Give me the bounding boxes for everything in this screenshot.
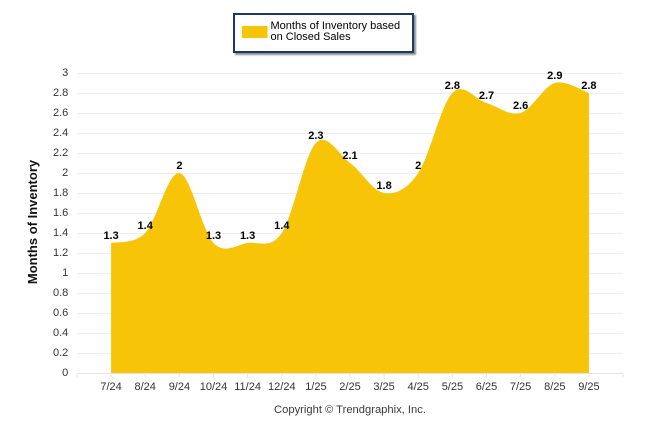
- svg-text:0.6: 0.6: [53, 307, 68, 319]
- svg-text:2.6: 2.6: [513, 100, 528, 112]
- svg-text:1.2: 1.2: [53, 247, 68, 259]
- svg-text:2.2: 2.2: [53, 147, 68, 159]
- svg-text:Copyright © Trendgraphix, Inc.: Copyright © Trendgraphix, Inc.: [274, 404, 426, 416]
- svg-text:1.4: 1.4: [53, 227, 68, 239]
- svg-text:2.6: 2.6: [53, 107, 68, 119]
- svg-text:2: 2: [176, 160, 182, 172]
- svg-text:1/25: 1/25: [305, 381, 326, 393]
- svg-text:1.8: 1.8: [376, 180, 391, 192]
- svg-text:8/25: 8/25: [544, 381, 565, 393]
- svg-text:2.9: 2.9: [547, 70, 562, 82]
- svg-text:10/24: 10/24: [200, 381, 228, 393]
- svg-text:1: 1: [62, 267, 68, 279]
- svg-text:0.4: 0.4: [53, 327, 68, 339]
- svg-text:2.8: 2.8: [445, 80, 460, 92]
- svg-text:3: 3: [62, 67, 68, 79]
- svg-text:2/25: 2/25: [339, 381, 360, 393]
- svg-text:7/24: 7/24: [100, 381, 121, 393]
- svg-text:2.8: 2.8: [581, 80, 596, 92]
- svg-text:0.8: 0.8: [53, 287, 68, 299]
- svg-text:2.1: 2.1: [342, 150, 357, 162]
- svg-text:2.3: 2.3: [308, 130, 323, 142]
- svg-text:12/24: 12/24: [268, 381, 296, 393]
- svg-text:2: 2: [415, 160, 421, 172]
- svg-text:9/24: 9/24: [169, 381, 190, 393]
- svg-text:6/25: 6/25: [476, 381, 497, 393]
- svg-text:7/25: 7/25: [510, 381, 531, 393]
- svg-text:1.4: 1.4: [138, 220, 154, 232]
- svg-text:0.2: 0.2: [53, 347, 68, 359]
- svg-text:9/25: 9/25: [578, 381, 599, 393]
- svg-text:2: 2: [62, 167, 68, 179]
- svg-text:1.8: 1.8: [53, 187, 68, 199]
- svg-text:2.7: 2.7: [479, 90, 494, 102]
- svg-text:3/25: 3/25: [373, 381, 394, 393]
- svg-text:11/24: 11/24: [234, 381, 261, 393]
- svg-text:Months of Inventory: Months of Inventory: [25, 159, 40, 284]
- svg-text:1.6: 1.6: [53, 207, 68, 219]
- svg-text:1.3: 1.3: [103, 230, 118, 242]
- svg-text:8/24: 8/24: [134, 381, 155, 393]
- svg-text:1.3: 1.3: [240, 230, 255, 242]
- svg-text:2.4: 2.4: [53, 127, 68, 139]
- svg-text:0: 0: [62, 367, 68, 379]
- svg-text:2.8: 2.8: [53, 87, 68, 99]
- svg-text:1.4: 1.4: [274, 220, 290, 232]
- svg-text:4/25: 4/25: [407, 381, 428, 393]
- svg-text:Months of Inventory based: Months of Inventory based: [271, 20, 401, 32]
- svg-text:on Closed Sales: on Closed Sales: [271, 31, 352, 43]
- svg-text:5/25: 5/25: [442, 381, 463, 393]
- svg-text:1.3: 1.3: [206, 230, 221, 242]
